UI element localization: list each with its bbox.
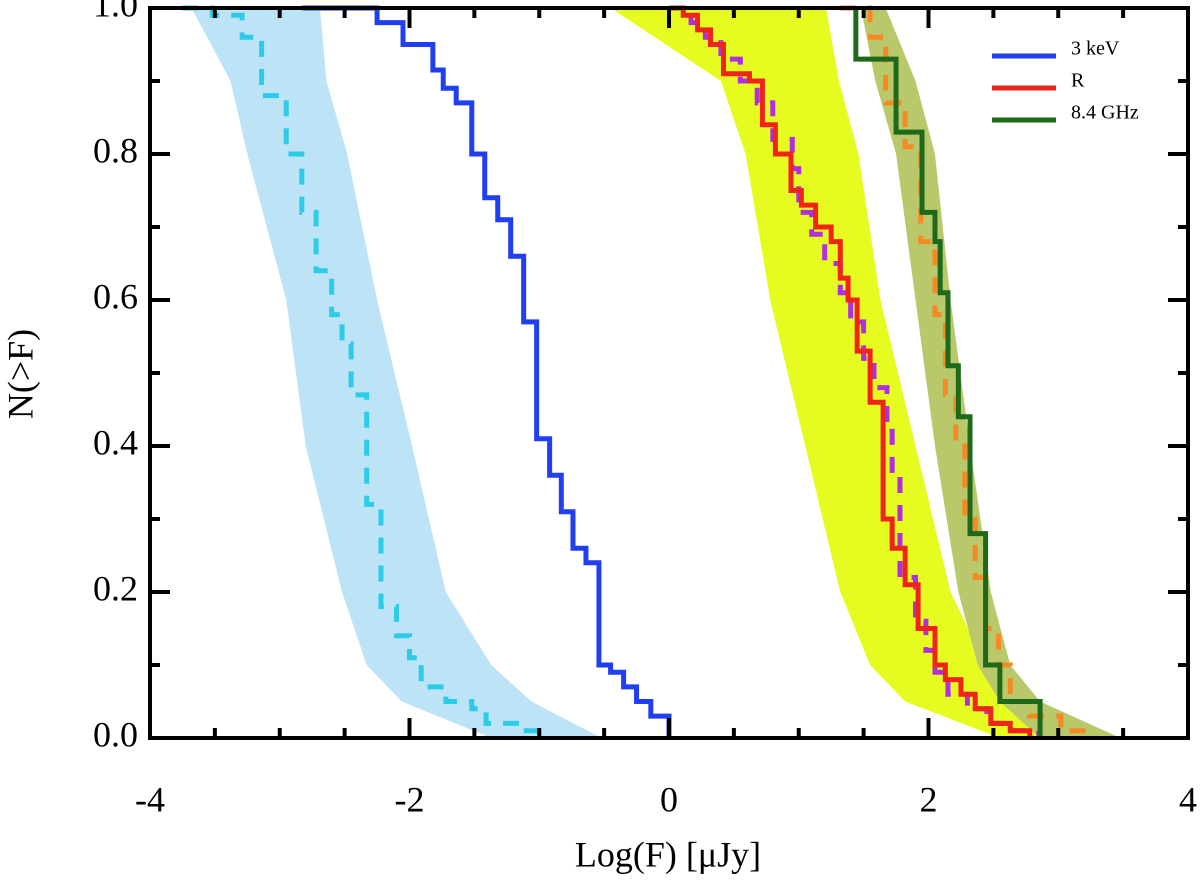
- step-line: [853, 8, 1043, 738]
- y-axis-label: N(>F): [0, 329, 40, 419]
- x-tick-label: -4: [135, 779, 165, 819]
- y-tick-label: 0.2: [93, 568, 138, 608]
- x-tick-label: 4: [1179, 779, 1197, 819]
- band: [861, 8, 1121, 738]
- x-tick-label: 0: [660, 779, 678, 819]
- y-tick-label: 1.0: [93, 0, 138, 24]
- step-line: [669, 5, 1042, 738]
- legend-label: 3 keV: [1071, 38, 1120, 60]
- x-tick-label: 2: [920, 779, 938, 819]
- legend-label: R: [1071, 70, 1085, 92]
- step-line: [669, 5, 1033, 738]
- y-tick-label: 0.8: [93, 130, 138, 170]
- y-tick-label: 0.6: [93, 276, 138, 316]
- x-axis-label: Log(F) [μJy]: [575, 834, 761, 874]
- y-tick-label: 0.4: [93, 422, 138, 462]
- step-line: [182, 5, 545, 738]
- band: [191, 8, 602, 738]
- x-tick-label: -2: [395, 779, 425, 819]
- band: [610, 8, 1121, 738]
- y-tick-label: 0.0: [93, 714, 138, 754]
- legend-label: 8.4 GHz: [1071, 102, 1139, 124]
- step-line: [301, 5, 672, 738]
